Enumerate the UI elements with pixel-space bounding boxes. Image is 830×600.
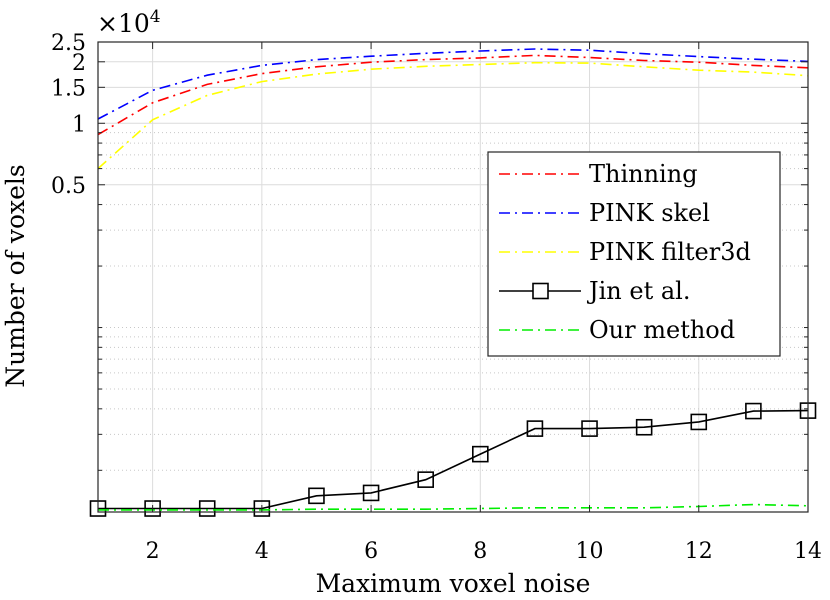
series-line <box>97 48 809 120</box>
legend-box <box>487 151 781 357</box>
y-axis-multiplier: ×104 <box>97 7 161 38</box>
data-point <box>472 445 489 463</box>
series-jin-et-al <box>89 402 817 517</box>
y-tick-label: 1.5 <box>51 76 86 101</box>
y-axis-label: Number of voxels <box>1 164 30 388</box>
legend-item: Our method <box>499 316 735 344</box>
legend: Thinning PINK skel PINK filter3d Jin et al.… <box>487 151 781 357</box>
x-tick-label: 12 <box>685 539 713 564</box>
legend-label: Jin et al. <box>586 277 690 305</box>
series-pink-filter3d <box>97 61 809 170</box>
data-point <box>144 500 161 517</box>
data-point <box>253 500 271 517</box>
data-point <box>308 487 325 505</box>
x-tick-label: 6 <box>364 539 378 564</box>
series-line <box>97 54 809 136</box>
data-point <box>198 500 216 517</box>
x-tick-label: 14 <box>794 539 822 564</box>
y-tick-label: 1 <box>72 112 86 137</box>
legend-label: Thinning <box>589 160 698 188</box>
legend-marker <box>532 282 549 300</box>
x-tick-label: 8 <box>473 539 487 564</box>
data-point <box>635 418 653 436</box>
series-thinning <box>97 54 809 136</box>
legend-item: PINK skel <box>499 199 710 227</box>
series-line <box>97 61 809 170</box>
legend-label: Our method <box>589 316 735 344</box>
y-tick-label: 2.5 <box>51 31 86 56</box>
data-point <box>581 420 598 437</box>
legend-item: Thinning <box>499 160 698 188</box>
x-axis-label: Maximum voxel noise <box>316 569 591 598</box>
axis-ticks: 2 4 6 8 10 12 140.511.522.5 <box>51 31 822 564</box>
legend-label: PINK skel <box>589 199 710 227</box>
x-tick-label: 4 <box>255 539 269 564</box>
series-layer <box>89 48 817 517</box>
series-pink-skel <box>97 48 809 120</box>
legend-item: Jin et al. <box>499 277 690 305</box>
data-point <box>690 413 708 431</box>
x-tick-label: 2 <box>146 539 160 564</box>
legend-label: PINK filter3d <box>589 238 751 266</box>
data-point <box>745 402 762 420</box>
y-tick-label: 0.5 <box>51 174 86 199</box>
x-tick-label: 10 <box>576 539 604 564</box>
legend-item: PINK filter3d <box>499 238 751 266</box>
plot-frame <box>97 41 809 513</box>
data-point <box>417 471 434 488</box>
y-tick-label: 2 <box>72 51 86 76</box>
data-point <box>526 420 544 437</box>
data-point <box>362 484 380 502</box>
series-line <box>98 503 809 511</box>
series-line <box>98 409 809 510</box>
series-our-method <box>98 503 809 511</box>
